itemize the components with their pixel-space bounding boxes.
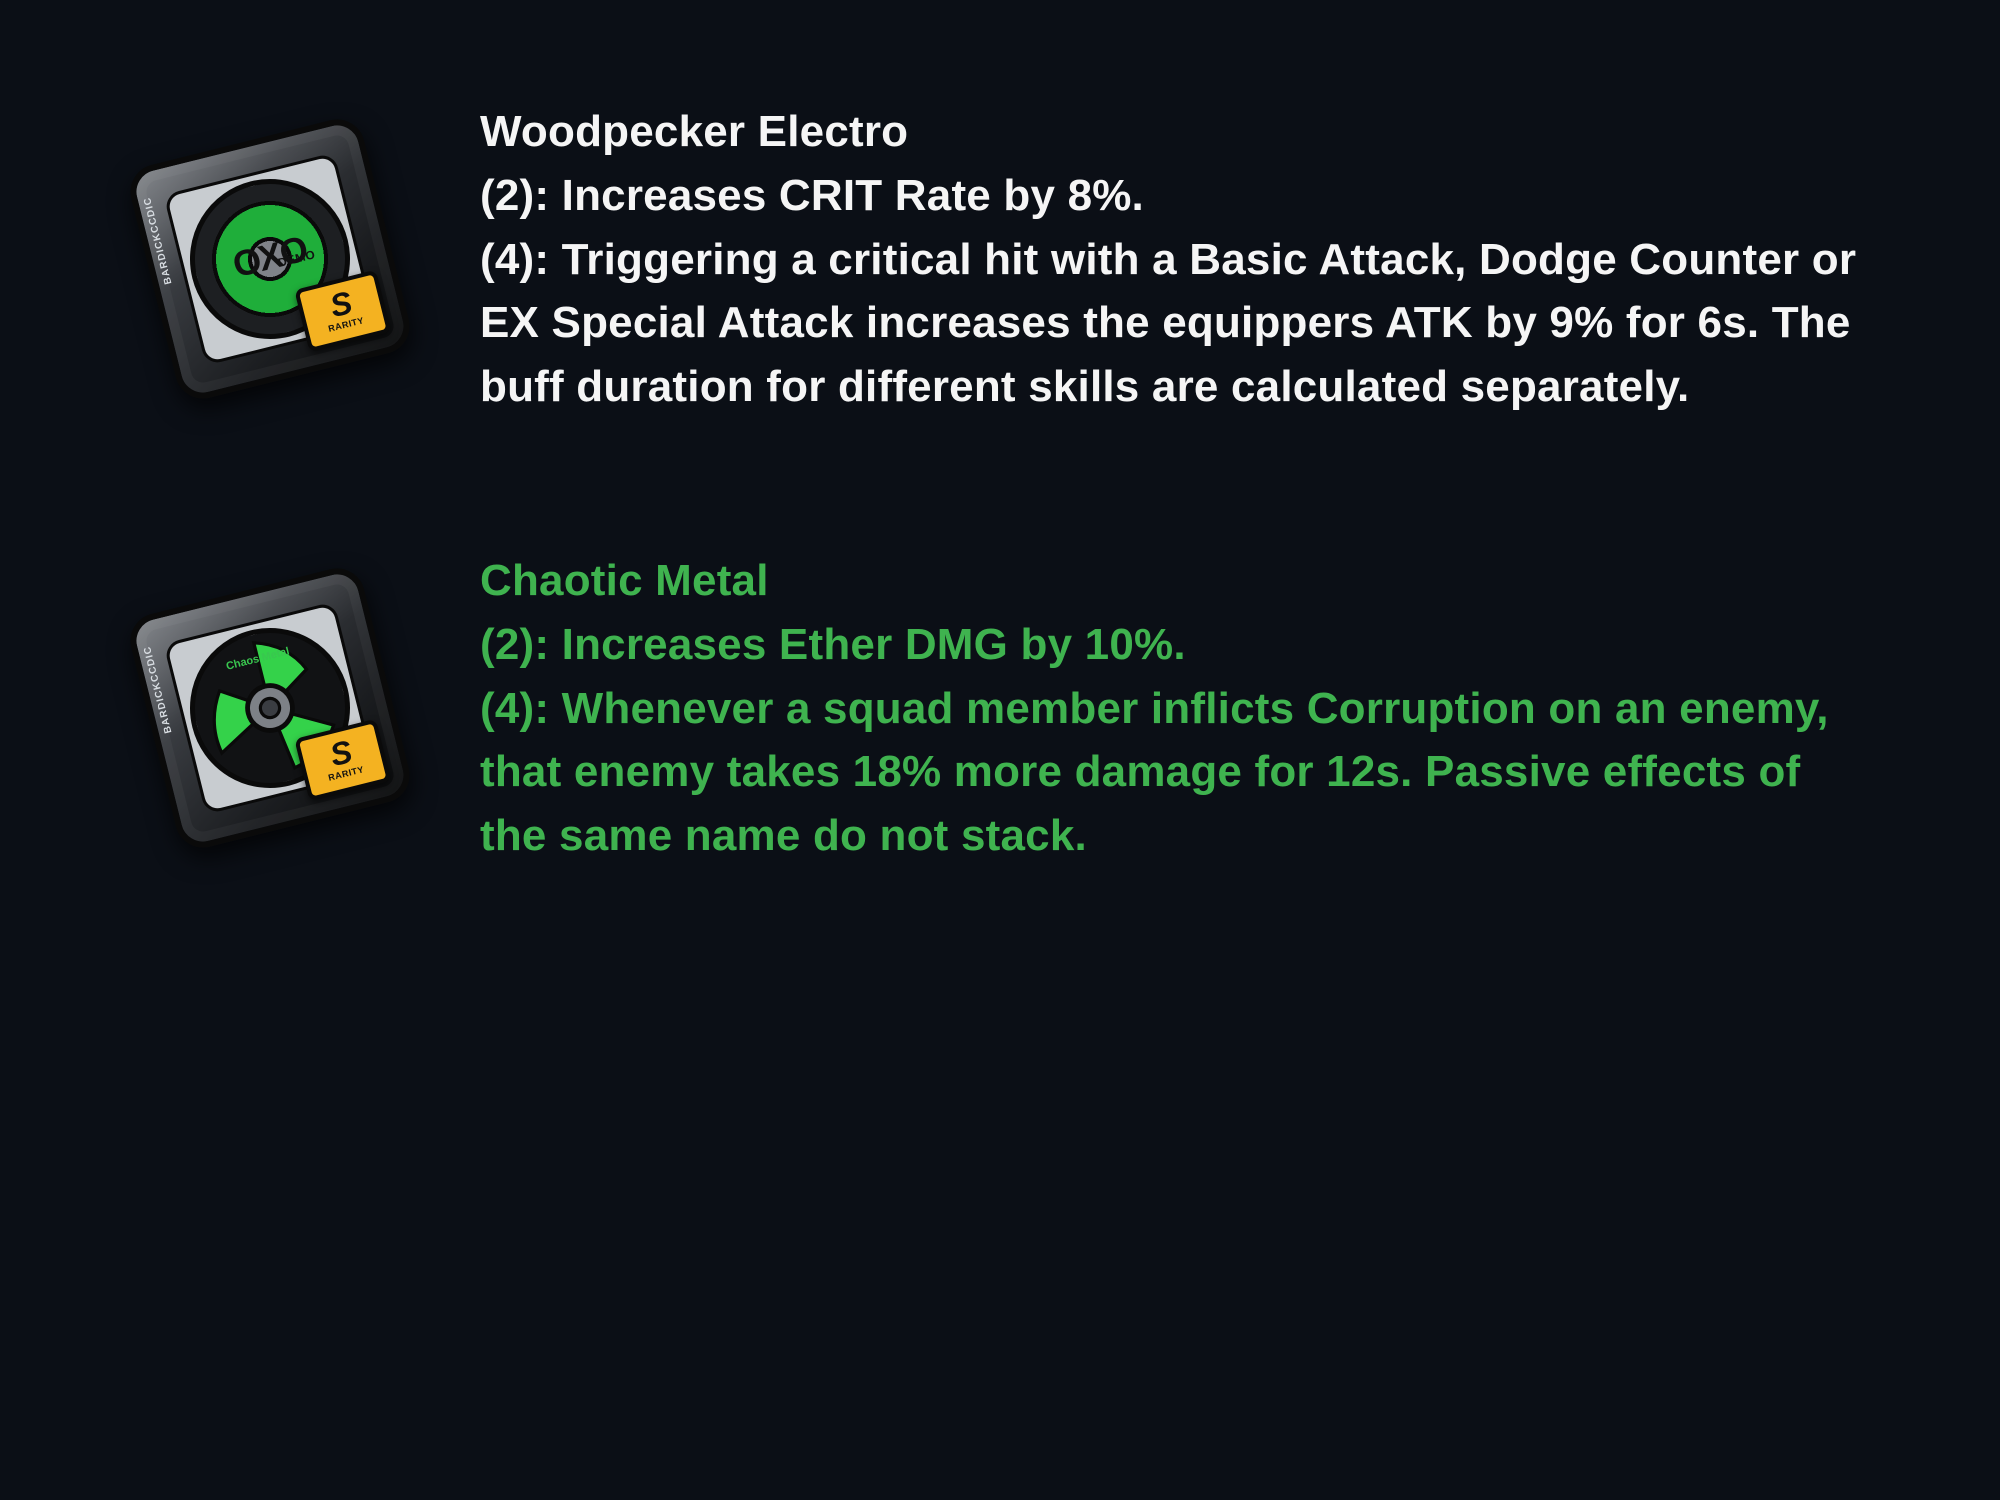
disc-entry-chaotic-metal: BARDICKCCDIC Chaos Metal: [140, 549, 1860, 868]
disc-icon-woodpecker: BARDICKCCDIC OXO DEMO S RARITY: [140, 129, 400, 389]
disc-description-woodpecker: Woodpecker Electro (2): Increases CRIT R…: [480, 100, 1860, 419]
disc-entry-woodpecker: BARDICKCCDIC OXO DEMO S RARITY Woodpecke…: [140, 100, 1860, 419]
disc-icon-chaotic-metal: BARDICKCCDIC Chaos Metal: [140, 578, 400, 838]
disc-drive-list: BARDICKCCDIC OXO DEMO S RARITY Woodpecke…: [0, 0, 2000, 868]
disc-name: Chaotic Metal: [480, 549, 1860, 613]
disc-description-chaotic-metal: Chaotic Metal (2): Increases Ether DMG b…: [480, 549, 1860, 868]
disc-set2-effect: (2): Increases Ether DMG by 10%.: [480, 613, 1860, 677]
rarity-letter: S: [328, 740, 355, 770]
disc-name: Woodpecker Electro: [480, 100, 1860, 164]
disc-set4-effect: (4): Whenever a squad member inflicts Co…: [480, 677, 1860, 868]
disc-set4-effect: (4): Triggering a critical hit with a Ba…: [480, 228, 1860, 419]
disc-set2-effect: (2): Increases CRIT Rate by 8%.: [480, 164, 1860, 228]
rarity-letter: S: [328, 291, 355, 321]
